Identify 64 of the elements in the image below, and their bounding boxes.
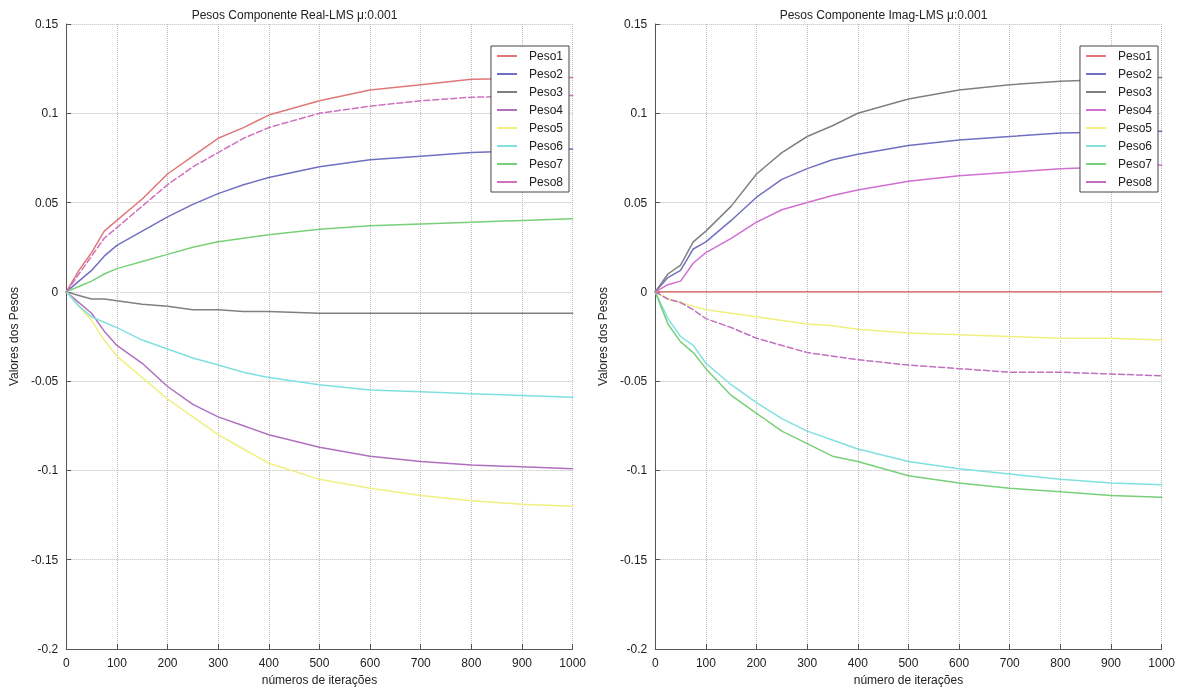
x-tick-label: 0 [62, 656, 70, 670]
legend-label: Peso2 [1117, 67, 1153, 81]
chart-title: Pesos Componente Imag-LMS μ:0.001 [779, 8, 988, 22]
legend-label: Peso1 [1117, 49, 1153, 63]
y-axis-title: Valores dos Pesos [7, 286, 21, 387]
y-tick-label: -0.2 [626, 642, 648, 656]
y-tick-label: 0.05 [623, 195, 648, 210]
legend-label: Peso8 [528, 175, 564, 189]
y-tick-label: 0.15 [623, 17, 648, 31]
x-tick-label: 100 [106, 656, 128, 670]
legend-label: Peso7 [528, 157, 564, 171]
y-tick-label: 0 [640, 284, 648, 299]
x-tick-label: 400 [258, 656, 280, 670]
y-tick-label: -0.1 [626, 463, 648, 478]
x-axis-title: números de iterações [261, 672, 378, 687]
y-tick-label: 0.1 [630, 106, 648, 121]
x-tick-label: 800 [1050, 656, 1071, 670]
chart-title: Pesos Componente Real-LMS μ:0.001 [191, 8, 398, 22]
legend-label: Peso6 [528, 139, 564, 153]
legend-label: Peso1 [528, 49, 564, 63]
legend-label: Peso4 [528, 103, 564, 117]
y-tick-label: 0.05 [34, 195, 59, 210]
y-tick-label: -0.15 [30, 552, 59, 567]
x-tick-label: 700 [999, 656, 1021, 670]
x-tick-label: 400 [847, 656, 869, 670]
line-series [65, 291, 574, 398]
line-series [65, 291, 574, 315]
x-tick-label: 600 [360, 656, 381, 670]
legend-label: Peso8 [1117, 175, 1153, 189]
legend-label: Peso3 [1117, 85, 1153, 99]
x-tick-label: 1000 [559, 656, 587, 670]
legend-label: Peso2 [528, 67, 564, 81]
x-tick-label: 300 [797, 656, 818, 670]
y-axis-title: Valores dos Pesos [596, 286, 610, 387]
x-tick-label: 100 [695, 656, 717, 670]
y-tick-label: 0 [51, 284, 59, 299]
legend-label: Peso4 [1117, 103, 1153, 117]
x-tick-label: 200 [746, 656, 767, 670]
x-tick-label: 700 [410, 656, 432, 670]
y-tick-label: 0.1 [41, 106, 59, 121]
x-axis-title: número de iterações [853, 672, 964, 687]
legend-label: Peso3 [528, 85, 564, 99]
x-tick-label: 200 [157, 656, 178, 670]
legend-label: Peso6 [1117, 139, 1153, 153]
x-tick-label: 900 [1101, 656, 1122, 670]
x-tick-label: 500 [898, 656, 919, 670]
x-tick-label: 900 [512, 656, 533, 670]
y-tick-label: -0.1 [37, 463, 59, 478]
x-tick-label: 1000 [1148, 656, 1176, 670]
legend-label: Peso5 [1117, 121, 1153, 135]
x-tick-label: 500 [309, 656, 330, 670]
x-tick-label: 300 [208, 656, 229, 670]
legend-label: Peso7 [1117, 157, 1153, 171]
y-tick-label: 0.15 [34, 17, 59, 31]
y-tick-label: -0.05 [30, 374, 59, 389]
y-tick-label: -0.15 [619, 552, 648, 567]
legend-label: Peso5 [528, 121, 564, 135]
y-tick-label: -0.05 [619, 374, 648, 389]
x-tick-label: 0 [651, 656, 659, 670]
line-series [65, 217, 574, 293]
x-tick-label: 800 [461, 656, 482, 670]
line-series [654, 291, 1163, 377]
x-tick-label: 600 [949, 656, 970, 670]
y-tick-label: -0.2 [37, 642, 59, 656]
